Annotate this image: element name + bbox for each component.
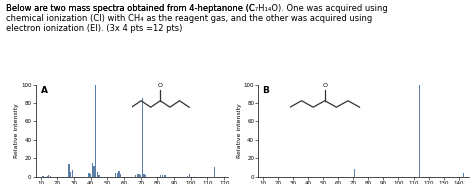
Bar <box>70 172 71 177</box>
Text: Below are two mass spectra obtained from 4-heptanone (C: Below are two mass spectra obtained from… <box>6 4 255 13</box>
Bar <box>144 174 145 177</box>
Bar <box>162 175 163 177</box>
Bar <box>115 173 116 177</box>
Bar <box>137 174 138 177</box>
Bar <box>42 176 43 177</box>
Bar <box>142 98 143 177</box>
Bar <box>117 173 118 177</box>
Bar <box>214 167 215 177</box>
Bar <box>68 164 70 177</box>
Bar <box>93 166 94 177</box>
Text: Below are two mass spectra obtained from 4-heptanone (C₇H₁₄O). One was acquired : Below are two mass spectra obtained from… <box>6 4 387 33</box>
Bar <box>95 85 96 177</box>
Bar <box>48 175 49 177</box>
Bar <box>354 169 356 177</box>
Bar <box>138 174 140 177</box>
Bar <box>120 174 121 177</box>
Bar <box>43 176 45 177</box>
Bar <box>97 172 98 177</box>
Bar <box>72 170 73 177</box>
Bar <box>187 176 188 177</box>
Bar <box>99 175 100 177</box>
Bar <box>189 174 190 177</box>
Bar <box>88 173 90 177</box>
Bar <box>118 171 119 177</box>
Bar <box>92 163 93 177</box>
Text: A: A <box>41 86 48 95</box>
Bar <box>46 176 48 177</box>
Bar <box>135 175 137 177</box>
Bar <box>165 175 166 177</box>
Bar <box>50 176 51 177</box>
Bar <box>463 173 464 177</box>
Text: B: B <box>263 86 269 95</box>
Bar <box>140 175 141 177</box>
Y-axis label: Relative intensity: Relative intensity <box>237 103 242 158</box>
Y-axis label: Relative intensity: Relative intensity <box>15 103 19 158</box>
Bar <box>90 174 91 177</box>
Bar <box>160 175 161 177</box>
Bar <box>145 175 146 177</box>
Bar <box>419 85 420 177</box>
